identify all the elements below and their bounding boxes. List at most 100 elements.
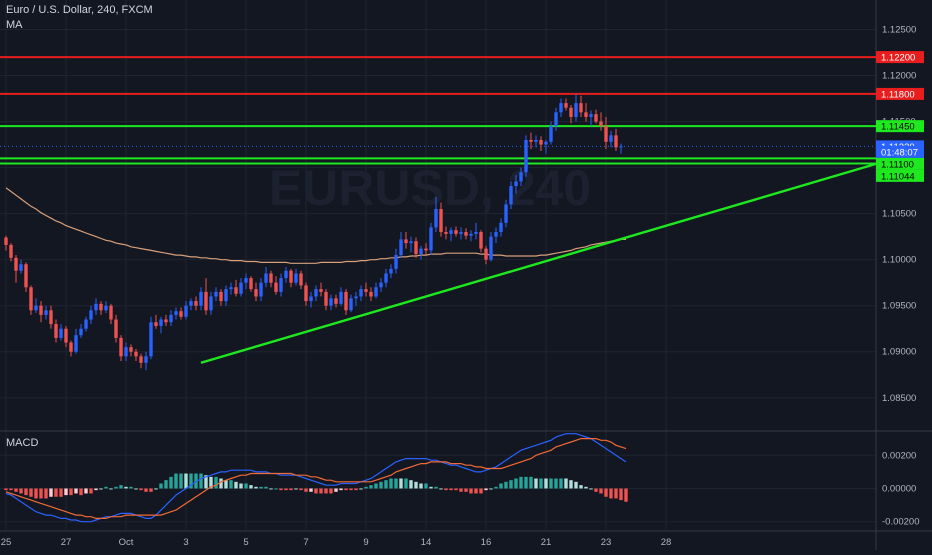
histogram-bar [554,478,558,489]
histogram-bar [149,488,153,492]
candle-body [164,319,168,323]
histogram-bar [14,488,18,492]
candle-body [354,296,358,299]
candle-body [54,324,58,338]
histogram-bar [224,480,228,489]
price-tick-label: 1.10000 [882,255,916,266]
candle-body [294,273,298,283]
histogram-bar [559,478,563,489]
histogram-bar [444,488,448,491]
histogram-bar [409,480,413,489]
histogram-bar [179,473,183,489]
candle-body [484,248,488,260]
candle-body [344,291,348,311]
histogram-bar [214,476,218,489]
candle-body [564,103,568,108]
time-axis-label: Oct [119,537,134,548]
histogram-bar [264,486,268,489]
histogram-bar [94,488,98,491]
candle-body [569,107,573,117]
moving-average-line [5,187,626,264]
candle-body [4,237,8,245]
candle-body [549,126,553,142]
histogram-bar [139,488,143,491]
symbol-title[interactable]: Euro / U.S. Dollar, 240, FXCM [6,4,153,16]
histogram-bar [124,486,128,489]
histogram-bar [39,488,43,499]
price-tag [876,169,924,182]
histogram-bar [19,488,23,494]
candle-body [414,241,418,255]
histogram-bar [159,483,163,489]
candle-body [209,296,213,311]
histogram-bar [394,478,398,489]
histogram-bar [379,481,383,489]
histogram-bar [289,488,293,491]
histogram-bar [454,488,458,491]
candles-group [4,93,623,371]
price-tick-label: 1.12500 [882,24,916,35]
candle-body [449,230,453,234]
histogram-bar [594,488,598,492]
histogram-bar [114,486,118,489]
histogram-bar [274,488,278,490]
candle-body [249,278,253,290]
candle-body [34,305,38,311]
histogram-bar [44,488,48,499]
histogram-bar [34,488,38,499]
candle-body [259,282,263,297]
candle-body [399,239,403,256]
candle-body [339,291,343,304]
macd-indicator-label[interactable]: MACD [6,437,39,449]
candle-body [189,301,193,306]
histogram-bar [464,488,468,492]
histogram-bar [484,488,488,491]
histogram-bar [184,473,188,489]
histogram-bar [304,488,308,492]
watermark: EURUSD, 240 [269,160,591,216]
candle-body [104,305,108,311]
histogram-bar [404,478,408,489]
candle-body [394,255,398,269]
histogram-bar [119,485,123,489]
candle-body [109,305,113,320]
candle-body [219,291,223,302]
candle-body [404,239,408,244]
histogram-bar [134,488,138,490]
macd-histogram [4,473,628,502]
candle-body [69,342,73,352]
histogram-bar [624,488,628,502]
candle-body [459,232,463,234]
price-tag [876,157,924,170]
histogram-bar [309,488,313,492]
histogram-bar [344,488,348,491]
candle-body [99,303,103,311]
histogram-bar [4,488,8,491]
candle-body [19,264,23,271]
candle-body [139,356,143,363]
candle-body [609,135,613,142]
price-tick-label: 1.10500 [882,209,916,220]
macd-tick-label: 0.00000 [882,483,916,494]
candle-body [84,319,88,329]
candle-body [619,146,623,148]
time-axis-label: 28 [661,537,672,548]
candle-body [514,181,518,186]
histogram-bar [129,486,133,489]
candle-body [614,135,618,148]
candle-body [284,270,288,279]
candle-body [274,282,278,292]
histogram-bar [459,488,463,492]
histogram-bar [209,476,213,489]
histogram-bar [194,473,198,489]
price-tick-label: 1.09500 [882,301,916,312]
histogram-bar [489,488,493,490]
histogram-bar [339,488,343,491]
candle-body [9,244,13,258]
ma-indicator-label[interactable]: MA [6,19,23,31]
candle-body [504,204,508,223]
histogram-bar [429,486,433,489]
